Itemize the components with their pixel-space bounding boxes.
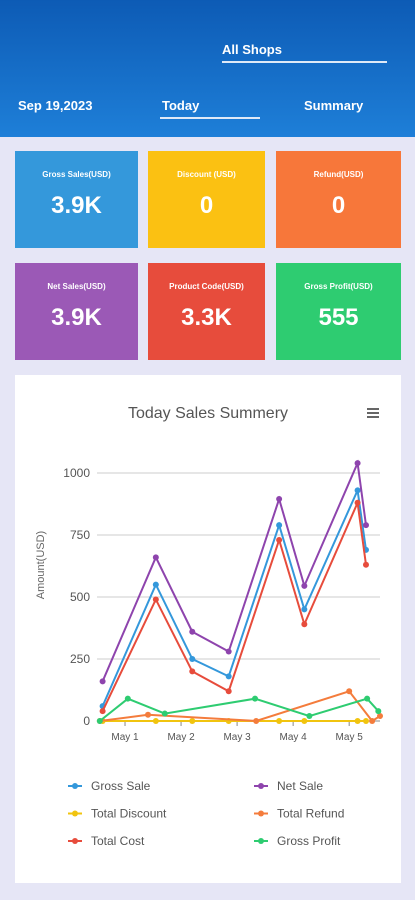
data-point [152, 596, 159, 603]
x-tick-label: May 3 [223, 732, 251, 743]
data-point [354, 460, 361, 467]
data-point [144, 711, 151, 718]
card-value: 0 [331, 192, 346, 219]
data-point [152, 581, 159, 588]
stat-card: Gross Sales(USD) 3.9K [15, 151, 138, 248]
x-tick-label: May 1 [111, 732, 139, 743]
card-value: 3.9K [51, 304, 102, 331]
legend-label: Total Refund [277, 807, 344, 821]
data-point [354, 487, 361, 494]
series-line [101, 486, 367, 707]
data-point [189, 628, 196, 635]
data-point [276, 536, 283, 543]
y-tick-label: 500 [70, 590, 90, 604]
data-point [354, 499, 361, 506]
data-point [375, 708, 382, 715]
card-label: Net Sales(USD) [47, 282, 106, 291]
legend-swatch [258, 810, 264, 817]
data-point [99, 708, 106, 715]
data-point [276, 718, 283, 724]
y-tick-label: 750 [70, 528, 90, 542]
data-point [253, 718, 260, 724]
card-value: 3.9K [51, 192, 102, 219]
chart-title: Today Sales Summery [128, 405, 288, 422]
legend-label: Net Sale [277, 779, 323, 793]
legend-label: Gross Profit [277, 834, 341, 848]
stat-card: Product Code(USD) 3.3K [148, 263, 265, 360]
card-label: Gross Sales(USD) [42, 170, 111, 179]
legend-swatch [72, 810, 78, 817]
card-label: Product Code(USD) [169, 282, 244, 291]
data-point [99, 678, 106, 685]
tab[interactable]: Today [162, 98, 200, 113]
data-point [301, 621, 308, 628]
data-point [225, 648, 232, 655]
chart: Today Sales Summery Amount(USD) 0 250 500 7… [35, 405, 383, 848]
data-point [225, 673, 232, 680]
menu-icon[interactable] [367, 408, 379, 418]
x-tick-label: May 2 [167, 732, 195, 743]
stat-card: Discount (USD) 0 [148, 151, 265, 248]
card-label: Gross Profit(USD) [304, 282, 373, 291]
tab-indicator [160, 117, 260, 119]
data-point [301, 606, 308, 613]
card-value: 555 [318, 304, 359, 331]
data-point [189, 668, 196, 675]
tab[interactable]: Summary [304, 98, 364, 113]
card-value: 3.3K [181, 304, 232, 331]
card-value: 0 [199, 192, 214, 219]
data-point [152, 718, 159, 724]
stat-card: Refund(USD) 0 [276, 151, 401, 248]
stat-card: Gross Profit(USD) 555 [276, 263, 401, 360]
data-point [377, 713, 383, 720]
card-label: Discount (USD) [177, 170, 236, 179]
data-point [369, 718, 376, 724]
series-line [101, 499, 367, 712]
data-point [152, 554, 159, 561]
stat-card: Net Sales(USD) 3.9K [15, 263, 138, 360]
legend-label: Total Discount [91, 807, 167, 821]
data-point [354, 718, 361, 724]
legend-swatch [72, 783, 78, 789]
card-label: Refund(USD) [313, 170, 364, 179]
data-point [362, 522, 369, 529]
series-line [101, 459, 367, 682]
data-point [362, 718, 369, 724]
y-tick-label: 0 [83, 714, 90, 728]
data-point [161, 710, 168, 717]
data-point [189, 656, 196, 662]
data-point [364, 695, 371, 702]
data-point [346, 688, 353, 695]
legend-swatch [72, 838, 78, 844]
x-tick-label: May 4 [280, 732, 308, 743]
series-line [99, 697, 380, 722]
y-axis-label: Amount(USD) [35, 531, 47, 599]
header: All Shops Sep 19,2023 Today Summary [0, 0, 415, 137]
y-tick-label: 250 [70, 652, 90, 666]
underline [222, 61, 387, 63]
legend-swatch [258, 783, 264, 789]
series-line [99, 690, 381, 723]
chart-card: Today Sales Summery Amount(USD) 0 250 500 7… [15, 375, 401, 883]
data-point [124, 695, 131, 702]
data-point [276, 522, 283, 529]
data-point [362, 561, 369, 568]
legend-swatch [258, 838, 264, 844]
data-point [306, 713, 313, 720]
y-tick-label: 1000 [63, 466, 90, 480]
x-tick-label: May 5 [336, 732, 364, 743]
data-point [252, 695, 259, 702]
legend-label: Total Cost [91, 834, 145, 848]
data-point [189, 718, 196, 724]
legend-label: Gross Sale [91, 779, 151, 793]
data-point [225, 688, 232, 695]
shop-select[interactable]: All Shops [222, 42, 282, 57]
data-point [96, 718, 103, 724]
data-point [301, 718, 308, 724]
data-point [301, 582, 308, 589]
data-point [276, 496, 283, 503]
date[interactable]: Sep 19,2023 [18, 98, 93, 113]
